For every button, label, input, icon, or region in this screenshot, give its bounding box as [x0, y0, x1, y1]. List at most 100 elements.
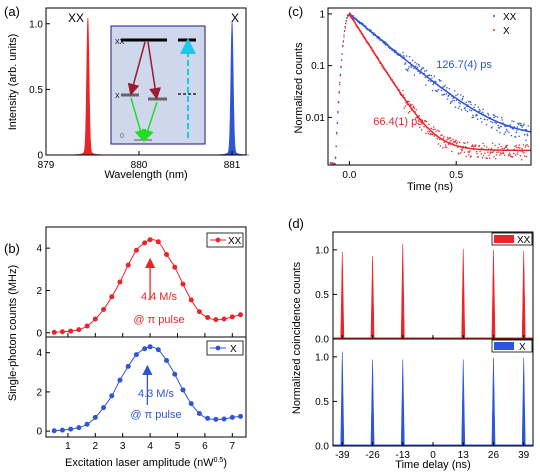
decay-point	[461, 98, 463, 101]
panel-d-axes: 0.0 0.5 1.0 0.0 0.5 1.0 -39 -26 -13 0 13 26 39	[315, 245, 530, 461]
panel-b-xlabel-sup: 0.5	[214, 457, 224, 464]
decay-point	[498, 143, 501, 145]
x-tick-label: 39	[518, 450, 530, 461]
decay-point	[443, 93, 446, 96]
decay-point	[431, 133, 434, 136]
decay-point	[460, 151, 462, 154]
x-tick-label: 4	[147, 441, 153, 452]
decay-point	[501, 152, 503, 155]
panel-d-bottom-plot	[333, 351, 533, 447]
decay-point	[468, 100, 470, 103]
arrow-xx-left	[127, 41, 146, 96]
decay-point	[414, 65, 417, 67]
decay-point	[449, 137, 452, 139]
x-tick-label: 26	[488, 450, 500, 461]
decay-point	[461, 149, 463, 152]
decay-point	[459, 102, 461, 105]
decay-point	[343, 29, 346, 32]
decay-point	[469, 150, 471, 152]
decay-point	[482, 108, 484, 110]
decay-point	[508, 131, 510, 133]
decay-point	[337, 101, 340, 104]
decay-point	[451, 150, 453, 153]
decay-point	[409, 103, 411, 105]
decay-point	[340, 59, 343, 61]
decay-point	[504, 154, 506, 156]
decay-point	[523, 134, 526, 136]
decay-point	[417, 122, 419, 125]
decay-point	[434, 89, 437, 92]
legend-marker-xx	[493, 15, 495, 17]
decay-point	[424, 119, 427, 122]
decay-point	[520, 122, 522, 125]
inset-label-0: 0	[120, 133, 124, 140]
decay-point	[433, 135, 436, 137]
decay-point	[504, 125, 506, 127]
data-point	[164, 358, 170, 364]
decay-point	[407, 70, 409, 72]
decay-point	[509, 154, 511, 156]
decay-point	[427, 79, 430, 82]
decay-point	[464, 142, 466, 145]
decay-point	[477, 155, 480, 158]
decay-point	[516, 146, 518, 149]
decay-point	[506, 130, 508, 132]
decay-point	[490, 120, 492, 123]
legend-marker	[215, 237, 221, 243]
y-tick-label: 1.0	[315, 352, 329, 363]
annotation-x-pulse: @ π pulse	[130, 409, 181, 421]
x-tick-label: 2	[93, 441, 99, 452]
decay-point	[411, 103, 413, 106]
decay-point	[498, 127, 501, 129]
decay-point	[425, 120, 428, 123]
decay-point	[517, 151, 519, 153]
decay-point	[472, 146, 475, 148]
decay-point	[463, 151, 466, 154]
y-tick-label: 0.5	[315, 290, 329, 301]
panel-a-frame	[45, 7, 247, 156]
data-point	[229, 314, 235, 320]
decay-point	[345, 22, 347, 25]
panel-a-series-x-label: X	[231, 11, 239, 25]
decay-point	[526, 134, 529, 137]
decay-point	[420, 68, 423, 70]
x-tick-label: 5	[175, 441, 181, 452]
decay-point	[442, 147, 444, 149]
decay-point	[417, 63, 420, 66]
data-point	[221, 416, 227, 422]
decay-point	[491, 126, 493, 128]
decay-point	[337, 111, 339, 114]
decay-point	[465, 101, 467, 104]
panel-d: (d) 0.0 0.5 1.0 0.0 0.5 1.0 -39 -26 -13 0 13 26 39 T…	[288, 216, 534, 471]
legend-text: XX	[228, 236, 242, 247]
decay-point	[515, 131, 517, 134]
decay-point	[466, 110, 469, 113]
decay-point	[428, 74, 431, 77]
decay-point	[430, 127, 433, 130]
decay-point	[446, 87, 448, 89]
x-tick-label: 6	[202, 441, 208, 452]
data-point	[238, 413, 244, 419]
decay-point	[460, 94, 462, 96]
decay-point	[405, 55, 408, 57]
decay-point	[517, 122, 519, 125]
decay-point	[524, 146, 526, 148]
decay-point	[414, 117, 417, 119]
data-point	[172, 371, 178, 377]
decay-point	[520, 124, 523, 127]
decay-point	[425, 132, 427, 135]
decay-point	[411, 59, 414, 62]
annotation-xx-rate: 4.4 M/s	[141, 291, 178, 303]
decay-point	[488, 157, 491, 159]
decay-point	[496, 151, 498, 154]
decay-point	[405, 68, 407, 70]
legend-x: X	[503, 26, 510, 37]
decay-point	[445, 144, 447, 146]
decay-point	[415, 108, 417, 111]
x-tick-label: 7	[230, 441, 236, 452]
panel-b-xlabel-end: )	[223, 457, 227, 469]
decay-point	[525, 129, 528, 131]
decay-point	[438, 78, 440, 81]
data-point	[172, 264, 178, 270]
decay-point	[455, 142, 458, 145]
